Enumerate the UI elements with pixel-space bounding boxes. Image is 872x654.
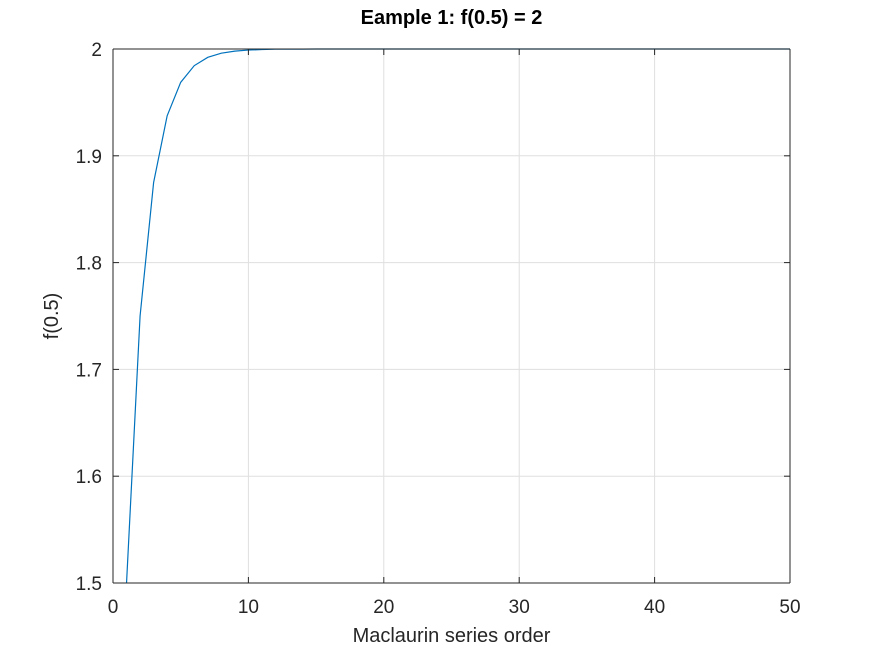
y-tick-label: 1.5 bbox=[76, 574, 102, 595]
x-tick-label: 10 bbox=[238, 597, 259, 618]
y-axis-label: f(0.5) bbox=[41, 293, 63, 340]
chart-title: Eample 1: f(0.5) = 2 bbox=[361, 7, 543, 29]
x-tick-label: 20 bbox=[373, 597, 394, 618]
grid bbox=[113, 49, 790, 583]
y-tick-label: 1.8 bbox=[76, 254, 102, 275]
x-axis-label: Maclaurin series order bbox=[353, 625, 551, 647]
x-tick-label: 30 bbox=[509, 597, 530, 618]
plot-area bbox=[113, 49, 790, 583]
x-tick-label: 40 bbox=[644, 597, 665, 618]
y-tick-label: 1.6 bbox=[76, 467, 102, 488]
y-tick-label: 1.9 bbox=[76, 147, 102, 168]
x-tick-label: 0 bbox=[108, 597, 119, 618]
tick-labels: 0 10 20 30 40 50 1.5 1.6 1.7 1.8 1.9 2 bbox=[76, 40, 801, 618]
y-tick-label: 1.7 bbox=[76, 360, 102, 381]
axes bbox=[112, 48, 791, 584]
y-tick-label: 2 bbox=[91, 40, 102, 61]
x-tick-label: 50 bbox=[779, 597, 800, 618]
